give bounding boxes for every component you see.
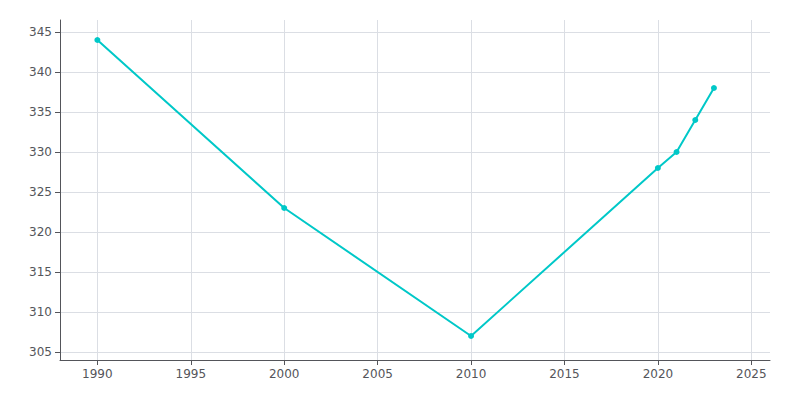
svg-text:305: 305 <box>29 345 52 359</box>
svg-text:315: 315 <box>29 265 52 279</box>
svg-text:325: 325 <box>29 185 52 199</box>
svg-text:2010: 2010 <box>456 367 487 381</box>
svg-text:1990: 1990 <box>82 367 113 381</box>
svg-text:2025: 2025 <box>736 367 767 381</box>
svg-text:1995: 1995 <box>176 367 207 381</box>
svg-text:2005: 2005 <box>362 367 393 381</box>
svg-text:2000: 2000 <box>269 367 300 381</box>
svg-text:340: 340 <box>29 65 52 79</box>
svg-text:310: 310 <box>29 305 52 319</box>
svg-text:335: 335 <box>29 105 52 119</box>
svg-text:2020: 2020 <box>643 367 674 381</box>
svg-text:345: 345 <box>29 25 52 39</box>
svg-text:2015: 2015 <box>549 367 580 381</box>
svg-text:330: 330 <box>29 145 52 159</box>
svg-text:320: 320 <box>29 225 52 239</box>
